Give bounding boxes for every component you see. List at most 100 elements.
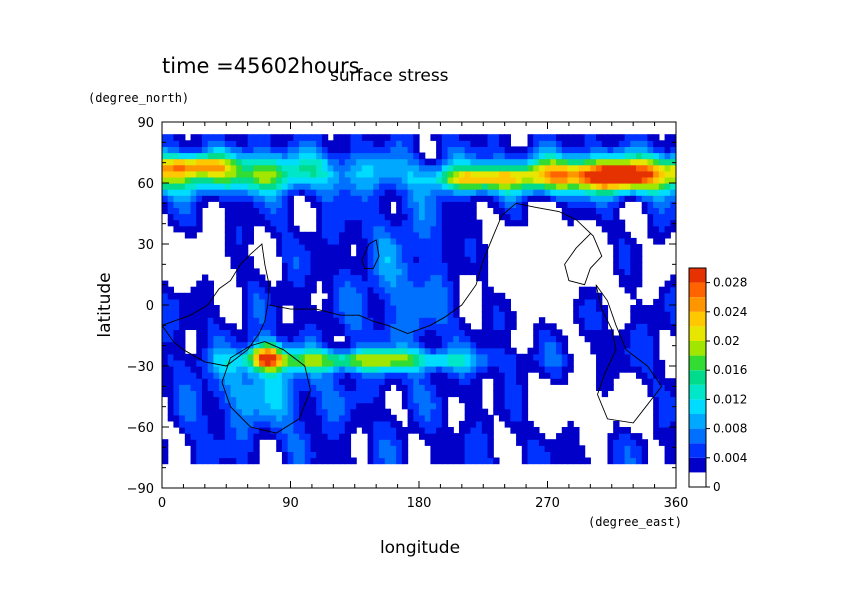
field-cell <box>190 158 197 166</box>
field-cell <box>584 335 591 343</box>
field-cell <box>184 183 192 190</box>
field-cell <box>247 457 254 465</box>
field-cell <box>270 140 277 147</box>
field-cell <box>470 134 477 141</box>
field-cell <box>441 372 449 379</box>
field-cell <box>247 213 254 221</box>
field-cell <box>213 158 220 166</box>
field-cell <box>527 439 534 446</box>
field-cell <box>379 134 386 141</box>
field-cell <box>498 152 506 160</box>
field-cell <box>213 366 220 373</box>
field-cell <box>201 195 209 202</box>
field-cell <box>167 335 175 343</box>
field-cell <box>304 451 312 459</box>
field-cell <box>470 268 477 276</box>
field-cell <box>361 244 369 251</box>
field-cell <box>333 225 340 233</box>
field-cell <box>401 305 409 312</box>
field-cell <box>664 311 671 318</box>
field-cell <box>179 414 186 422</box>
field-cell <box>641 335 649 343</box>
field-cell <box>167 140 175 147</box>
field-cell <box>264 378 272 385</box>
field-cell <box>464 262 471 269</box>
field-cell <box>578 457 586 465</box>
field-cell <box>190 353 197 361</box>
field-cell <box>447 451 454 459</box>
field-cell <box>493 189 500 196</box>
field-cell <box>321 329 329 337</box>
field-cell <box>430 335 437 343</box>
field-cell <box>190 445 197 452</box>
field-cell <box>481 341 489 349</box>
field-cell <box>430 317 437 324</box>
field-cell <box>184 396 192 404</box>
field-cell <box>264 396 272 404</box>
field-cell <box>584 195 591 202</box>
field-cell <box>413 189 420 196</box>
field-cell <box>401 390 409 398</box>
field-cell <box>453 134 460 141</box>
field-cell <box>264 140 272 147</box>
field-cell <box>344 311 352 318</box>
field-cell <box>544 457 551 465</box>
field-cell <box>636 176 643 184</box>
field-cell <box>299 390 306 398</box>
field-cell <box>299 286 306 294</box>
field-cell <box>230 256 237 263</box>
field-cell <box>333 140 340 147</box>
field-cell <box>441 268 449 276</box>
field-cell <box>367 390 374 398</box>
field-cell <box>561 213 569 221</box>
field-cell <box>327 170 334 178</box>
field-cell <box>304 341 312 349</box>
field-cell <box>504 305 511 312</box>
field-cell <box>201 427 209 434</box>
field-cell <box>396 286 403 294</box>
field-cell <box>230 372 237 379</box>
field-cell <box>464 445 471 452</box>
field-cell <box>636 268 643 276</box>
field-cell <box>270 341 277 349</box>
field-cell <box>184 317 192 324</box>
field-cell <box>481 286 489 294</box>
field-cell <box>470 231 477 239</box>
field-cell <box>596 359 603 367</box>
field-cell <box>401 298 409 306</box>
field-cell <box>339 347 346 355</box>
field-cell <box>247 170 254 178</box>
field-cell <box>264 219 272 227</box>
field-cell <box>350 323 357 330</box>
field-cell <box>367 140 374 147</box>
field-cell <box>618 341 626 349</box>
field-cell <box>470 420 477 428</box>
field-cell <box>247 280 254 288</box>
field-cell <box>396 262 403 269</box>
field-cell <box>224 427 232 434</box>
field-cell <box>533 140 540 147</box>
field-cell <box>447 323 454 330</box>
field-cell <box>601 372 609 379</box>
field-cell <box>333 402 340 410</box>
field-cell <box>447 256 454 263</box>
field-cell <box>556 176 563 184</box>
field-cell <box>430 439 437 446</box>
field-cell <box>510 195 517 202</box>
field-cell <box>516 402 523 410</box>
field-cell <box>396 341 403 349</box>
field-cell <box>367 286 374 294</box>
field-cell <box>367 402 374 410</box>
field-cell <box>184 170 192 178</box>
field-cell <box>310 268 317 276</box>
field-cell <box>590 158 597 166</box>
field-cell <box>561 146 569 154</box>
field-cell <box>333 414 340 422</box>
field-cell <box>276 396 283 404</box>
field-cell <box>224 195 232 202</box>
field-cell <box>424 402 432 410</box>
field-cell <box>476 140 483 147</box>
field-cell <box>299 372 306 379</box>
field-cell <box>304 140 312 147</box>
field-cell <box>327 366 334 373</box>
